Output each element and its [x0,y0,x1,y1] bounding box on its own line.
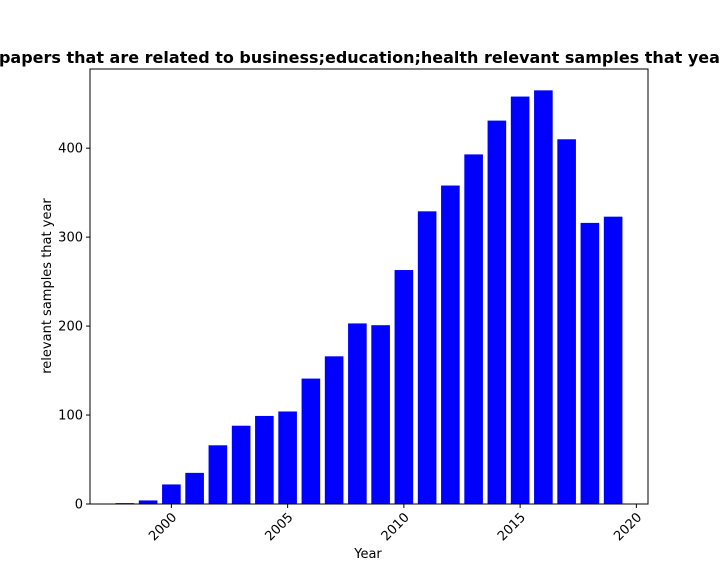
chart-title: Number of papers that are related to bus… [0,48,720,67]
bar-2000 [162,484,181,504]
bar-2007 [324,356,344,504]
bar-2001 [185,472,204,504]
bar-2010 [394,270,414,504]
bar-2018 [580,222,600,505]
y-tick-label: 100 [58,409,83,424]
bar-2008 [348,323,367,504]
bar-2015 [510,96,530,504]
x-tick-label: 2000 [146,510,180,544]
bar-2014 [487,120,507,504]
bars-group [115,90,623,505]
y-tick-label: 200 [58,320,83,335]
bar-2017 [557,139,576,505]
bar-2009 [371,325,390,504]
x-axis-label: Year [353,547,382,562]
y-axis-label: relevant samples that year [40,198,55,374]
bar-1999 [138,500,158,504]
x-tick-label: 2005 [262,510,296,544]
y-tick-label: 0 [75,498,83,513]
x-axis: 2000 2005 2010 2015 2020 [146,504,645,544]
bar-2005 [278,411,297,504]
bar-2013 [464,154,483,504]
x-tick-label: 2015 [495,510,529,544]
y-tick-label: 400 [58,142,83,157]
bar-2006 [301,378,321,504]
bar-2012 [441,185,460,504]
x-tick-label: 2010 [379,510,413,544]
bar-2011 [417,211,437,504]
y-axis: 0 100 200 300 400 [58,142,90,513]
x-tick-label: 2020 [611,510,645,544]
bar-2002 [208,445,228,504]
bar-2003 [231,425,251,504]
plot-frame [89,68,649,505]
bar-2016 [534,90,553,504]
bar-2004 [255,415,274,504]
y-tick-label: 300 [58,231,83,246]
bar-2019 [603,216,623,505]
